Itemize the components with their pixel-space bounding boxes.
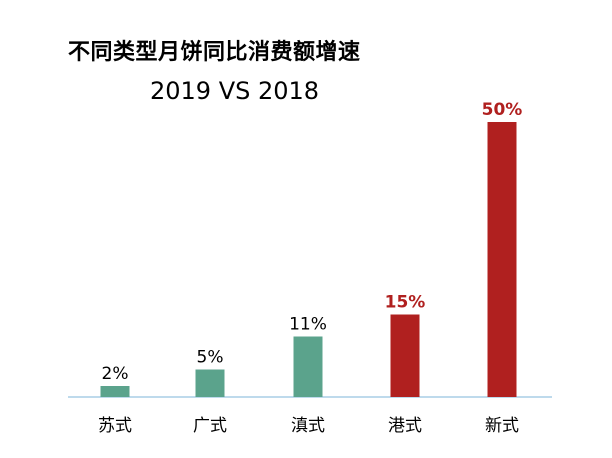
bar-2 [195, 369, 225, 397]
x-tick-label-5: 新式 [485, 416, 519, 436]
data-label-3: 11% [289, 315, 327, 335]
chart-subtitle: 2019 VS 2018 [150, 77, 320, 105]
x-tick-label-3: 滇式 [291, 416, 325, 436]
bar-3 [293, 336, 323, 397]
x-tick-label-1: 苏式 [98, 416, 132, 436]
data-label-5: 50% [482, 100, 523, 120]
chart-title: 不同类型月饼同比消费额增速 [68, 40, 361, 65]
bar-5 [487, 122, 517, 397]
bar-1 [100, 386, 130, 397]
data-label-2: 5% [197, 348, 224, 368]
data-label-4: 15% [385, 293, 426, 313]
data-label-1: 2% [102, 364, 129, 384]
x-tick-label-2: 广式 [193, 416, 227, 436]
bar-4 [390, 314, 420, 397]
x-tick-label-4: 港式 [388, 416, 422, 436]
